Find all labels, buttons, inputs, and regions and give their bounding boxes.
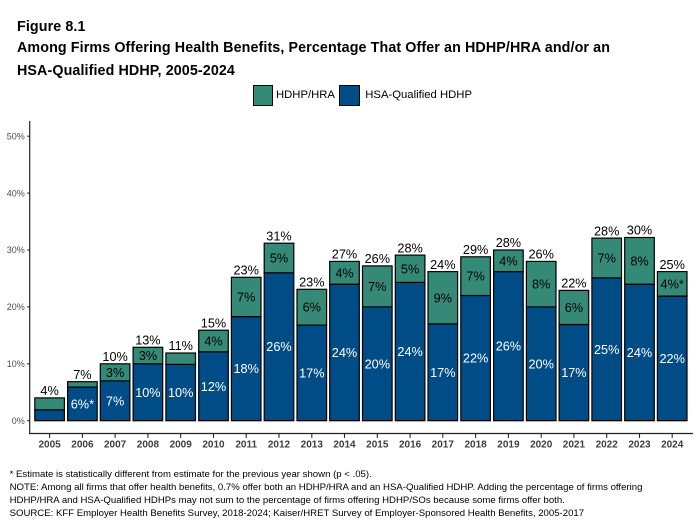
svg-text:2019: 2019 <box>497 439 520 450</box>
svg-text:8%: 8% <box>630 254 648 268</box>
svg-text:6%: 6% <box>303 301 321 315</box>
svg-text:28%: 28% <box>496 236 521 250</box>
svg-text:24%: 24% <box>332 346 357 360</box>
svg-text:24%: 24% <box>430 258 455 272</box>
svg-text:3%: 3% <box>106 366 124 380</box>
svg-text:20%: 20% <box>365 357 390 371</box>
svg-text:6%: 6% <box>565 301 583 315</box>
svg-text:7%: 7% <box>73 368 91 382</box>
svg-text:18%: 18% <box>233 362 258 376</box>
svg-text:26%: 26% <box>528 248 553 262</box>
svg-text:2011: 2011 <box>235 439 257 450</box>
svg-text:25%: 25% <box>659 258 684 272</box>
svg-text:9%: 9% <box>434 291 452 305</box>
svg-text:2014: 2014 <box>333 439 356 450</box>
svg-text:30%: 30% <box>627 224 652 238</box>
svg-text:20%: 20% <box>7 302 25 312</box>
svg-text:26%: 26% <box>266 340 291 354</box>
svg-text:4%: 4% <box>40 384 58 398</box>
svg-text:31%: 31% <box>266 229 291 243</box>
svg-text:25%: 25% <box>594 343 619 357</box>
svg-text:17%: 17% <box>561 366 586 380</box>
svg-text:30%: 30% <box>7 245 25 255</box>
svg-text:22%: 22% <box>463 352 488 366</box>
svg-text:2021: 2021 <box>563 439 586 450</box>
svg-text:22%: 22% <box>659 352 684 366</box>
svg-text:2005: 2005 <box>38 439 61 450</box>
svg-text:23%: 23% <box>299 276 324 290</box>
svg-text:2017: 2017 <box>432 439 455 450</box>
svg-text:3%: 3% <box>139 349 157 363</box>
svg-text:10%: 10% <box>168 386 193 400</box>
svg-text:27%: 27% <box>332 248 357 262</box>
svg-text:7%: 7% <box>466 270 484 284</box>
svg-text:26%: 26% <box>365 252 390 266</box>
svg-text:2023: 2023 <box>628 439 651 450</box>
svg-text:8%: 8% <box>532 278 550 292</box>
svg-text:20%: 20% <box>528 357 553 371</box>
svg-text:2016: 2016 <box>399 439 422 450</box>
svg-text:7%: 7% <box>368 280 386 294</box>
svg-text:7%: 7% <box>237 290 255 304</box>
svg-text:10%: 10% <box>7 359 25 369</box>
svg-text:0%: 0% <box>12 416 25 426</box>
svg-text:29%: 29% <box>463 243 488 257</box>
svg-text:2006: 2006 <box>71 439 94 450</box>
svg-text:24%: 24% <box>627 346 652 360</box>
svg-text:13%: 13% <box>135 334 160 348</box>
svg-text:2010: 2010 <box>202 439 225 450</box>
svg-text:4%: 4% <box>335 266 353 280</box>
svg-text:22%: 22% <box>561 277 586 291</box>
svg-text:2024: 2024 <box>661 439 684 450</box>
svg-text:40%: 40% <box>7 188 25 198</box>
svg-text:12%: 12% <box>201 380 226 394</box>
svg-text:2018: 2018 <box>464 439 487 450</box>
svg-text:11%: 11% <box>168 339 192 353</box>
svg-text:26%: 26% <box>496 340 521 354</box>
svg-text:2008: 2008 <box>137 439 160 450</box>
svg-text:2022: 2022 <box>596 439 619 450</box>
svg-text:23%: 23% <box>233 264 258 278</box>
svg-text:2020: 2020 <box>530 439 553 450</box>
svg-text:5%: 5% <box>270 252 288 266</box>
svg-text:2009: 2009 <box>170 439 193 450</box>
svg-text:2007: 2007 <box>104 439 127 450</box>
svg-text:28%: 28% <box>397 241 422 255</box>
svg-text:10%: 10% <box>135 386 160 400</box>
svg-text:7%: 7% <box>598 252 616 266</box>
svg-text:17%: 17% <box>430 366 455 380</box>
svg-text:4%: 4% <box>499 254 517 268</box>
svg-text:50%: 50% <box>7 131 25 141</box>
svg-text:7%: 7% <box>106 394 124 408</box>
svg-text:17%: 17% <box>299 366 324 380</box>
svg-text:6%*: 6%* <box>71 397 94 411</box>
svg-text:4%: 4% <box>204 335 222 349</box>
svg-text:2015: 2015 <box>366 439 389 450</box>
svg-text:15%: 15% <box>201 316 226 330</box>
svg-text:10%: 10% <box>102 350 127 364</box>
svg-text:5%: 5% <box>401 262 419 276</box>
svg-text:24%: 24% <box>397 345 422 359</box>
svg-text:2013: 2013 <box>301 439 324 450</box>
svg-text:4%*: 4%* <box>661 277 684 291</box>
svg-text:2012: 2012 <box>268 439 291 450</box>
svg-text:28%: 28% <box>594 224 619 238</box>
